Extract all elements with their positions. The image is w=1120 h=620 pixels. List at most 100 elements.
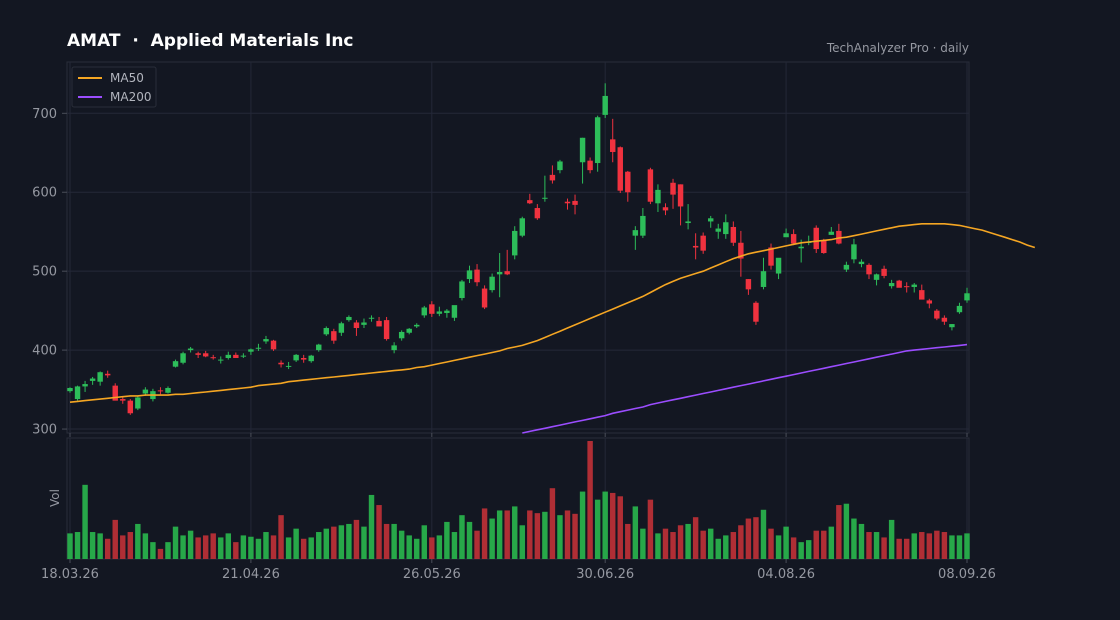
candle-body (278, 362, 284, 365)
grid-lines (67, 62, 969, 559)
candle-body (715, 228, 721, 232)
volume-bar (640, 528, 646, 559)
candle-body (934, 310, 940, 319)
volume-bar (278, 515, 284, 559)
candle-body (903, 286, 910, 288)
candle-body (813, 227, 819, 250)
candle-body (504, 271, 510, 275)
legend-ma200-label: MA200 (110, 90, 151, 104)
candle-body (941, 317, 948, 322)
candle-body (210, 357, 216, 359)
volume-bar (481, 508, 488, 559)
volume-bar (165, 542, 171, 559)
volume-bar (383, 523, 390, 559)
candle-body (496, 271, 503, 275)
volume-axis-label: Vol (48, 489, 62, 507)
volume-bar (338, 525, 345, 559)
volume-bar (926, 533, 933, 559)
x-tick-label: 26.05.26 (403, 567, 461, 582)
volume-bar (858, 523, 865, 559)
candle-body (172, 361, 179, 367)
volume-bar (120, 535, 126, 559)
volume-bar (406, 535, 412, 559)
candle-body (821, 240, 827, 254)
candle-body (240, 355, 247, 357)
volume-bar (594, 499, 601, 559)
ma200-series (522, 343, 968, 434)
candle-body (361, 322, 367, 325)
candle-body (512, 230, 518, 256)
candle-body (625, 171, 631, 193)
candle-body (677, 184, 684, 207)
candle-body (572, 200, 578, 205)
price-panel (66, 61, 970, 434)
candle-body (896, 280, 902, 288)
volume-bar (398, 530, 405, 559)
volume-bar (783, 526, 789, 559)
candle-body (866, 264, 872, 275)
candle-body (549, 174, 556, 181)
volume-bar (82, 484, 88, 559)
candle-body (82, 384, 88, 387)
volume-bar (150, 542, 156, 559)
volume-bar (436, 535, 443, 559)
candle-body (127, 400, 134, 414)
candle-body (308, 355, 314, 362)
volume-bar (911, 533, 917, 559)
candle-body (617, 147, 623, 191)
volume-bar (813, 530, 819, 559)
volume-bar (361, 526, 367, 559)
candle-body (685, 221, 691, 224)
candle-body (323, 328, 329, 335)
volume-bar (602, 491, 608, 559)
candle-body (391, 345, 397, 351)
date-axis: 18.03.26 21.04.26 26.05.26 30.06.26 04.08.26… (41, 433, 996, 582)
candle-body (338, 323, 345, 333)
volume-bar (316, 532, 322, 559)
candle-body (202, 353, 209, 357)
volume-bar (285, 537, 292, 559)
volume-bar (474, 530, 480, 559)
candle-body (919, 290, 925, 300)
volume-bar (376, 505, 382, 559)
candle-body (459, 281, 465, 299)
volume-bar (805, 540, 812, 559)
candle-body (640, 215, 646, 236)
volume-bar (881, 537, 887, 559)
volume-bar (519, 525, 525, 559)
chart-title: AMAT · Applied Materials Inc (67, 31, 354, 51)
volume-bar (941, 532, 948, 559)
candle-body (429, 304, 435, 314)
candle-body (180, 353, 186, 363)
legend-ma50-label: MA50 (110, 71, 144, 85)
volume-bar (127, 532, 134, 559)
price-axis: 300 400 500 600 700 (32, 107, 67, 438)
volume-bar (655, 533, 661, 559)
candle-body (248, 349, 254, 352)
candle-body (451, 305, 458, 318)
candle-body (383, 320, 390, 340)
volume-series (67, 441, 970, 559)
candle-body (195, 353, 201, 355)
candle-body (398, 331, 405, 339)
candle-body (753, 302, 759, 322)
volume-bar (444, 521, 450, 559)
volume-bar (104, 538, 111, 559)
candle-body (316, 344, 322, 351)
volume-bar (451, 532, 458, 559)
volume-bar (775, 535, 782, 559)
candle-body (218, 359, 224, 361)
volume-bar (617, 496, 623, 559)
volume-bar (625, 523, 631, 559)
candle-body (406, 328, 412, 333)
candle-body (331, 331, 337, 341)
candle-body (112, 385, 118, 401)
candle-body (708, 218, 714, 222)
volume-bar (790, 537, 797, 559)
volume-bar (512, 506, 518, 559)
candle-body (142, 389, 149, 394)
ma50-line (69, 223, 1036, 403)
volume-bar (331, 526, 337, 559)
candle-body (738, 242, 744, 259)
y-tick-label: 400 (32, 344, 57, 359)
